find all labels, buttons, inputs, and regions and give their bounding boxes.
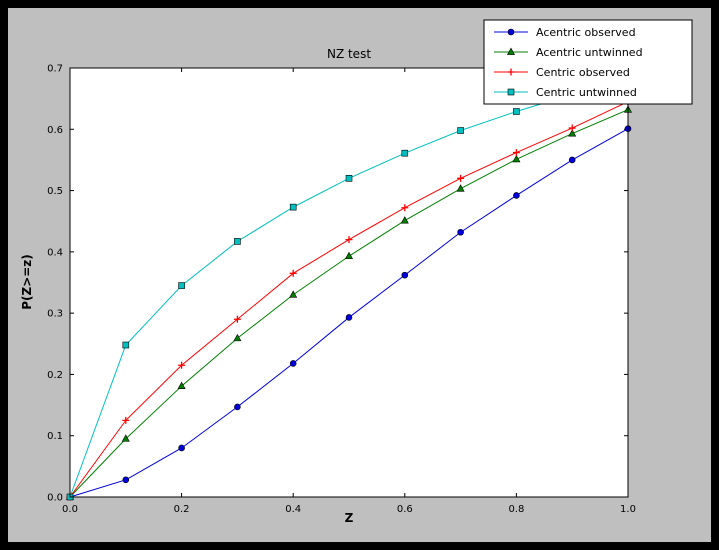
chart-svg: 0.0 0.2 0.4 0.6 0.8 1.0 0.0 0.1 0.2 0.3 0.4 0.5 0.6 0… (47, 19, 693, 515)
marker-triangle (506, 47, 516, 55)
axes-frame (69, 67, 629, 498)
x-tick-label: 1.0 (620, 504, 636, 515)
marker-plus (457, 174, 465, 182)
marker-plus (507, 68, 515, 76)
y-tick-label: 0.7 (47, 64, 63, 75)
figure-window: 0.0 0.2 0.4 0.6 0.8 1.0 0.0 0.1 0.2 0.3 0.4 0.5 0.6 0… (8, 8, 711, 542)
marker-triangle (400, 216, 409, 224)
marker-square (234, 238, 241, 245)
marker-square (457, 127, 464, 134)
marker-square (122, 341, 130, 349)
marker-plus (122, 416, 130, 424)
marker-circle (234, 403, 241, 411)
legend-label: Acentric observed (536, 26, 636, 39)
marker-square (513, 108, 520, 115)
marker-circle (568, 156, 576, 164)
marker-plus (568, 124, 576, 132)
x-tick-label: 0.0 (62, 504, 78, 515)
marker-circle (345, 314, 353, 321)
marker-triangle (344, 251, 354, 260)
y-tick-label: 0.0 (47, 493, 63, 504)
x-tick-label: 0.2 (174, 504, 190, 515)
legend-label: Centric untwinned (536, 86, 637, 99)
marker-square (178, 282, 185, 289)
marker-circle (507, 28, 515, 36)
marker-triangle (512, 154, 521, 163)
legend-box (483, 19, 693, 105)
marker-triangle (568, 129, 577, 137)
y-tick-label: 0.1 (47, 431, 63, 442)
y-tick-label: 0.5 (47, 186, 63, 197)
marker-circle (457, 228, 464, 236)
marker-circle (513, 192, 520, 199)
marker-circle (289, 360, 297, 367)
marker-square (289, 203, 297, 211)
marker-plus (512, 149, 520, 157)
marker-circle (122, 476, 130, 484)
x-tick-label: 0.4 (285, 504, 301, 515)
marker-square (345, 175, 353, 182)
marker-plus (233, 315, 241, 323)
marker-triangle (121, 434, 130, 442)
marker-triangle (177, 381, 186, 389)
marker-triangle (233, 333, 242, 342)
y-tick-label: 0.2 (47, 370, 63, 381)
marker-plus (401, 204, 409, 212)
x-tick-label: 0.8 (508, 504, 524, 515)
marker-circle (401, 271, 409, 279)
marker-triangle (289, 290, 298, 298)
plot-area (70, 68, 628, 497)
marker-plus (289, 269, 297, 277)
marker-plus (345, 236, 353, 244)
chart: 0.0 0.2 0.4 0.6 0.8 1.0 0.0 0.1 0.2 0.3 0.4 0.5 0.6 0… (8, 8, 711, 542)
legend-label: Acentric untwinned (536, 46, 643, 59)
marker-triangle (456, 184, 465, 192)
marker-square (507, 88, 515, 96)
legend-label: Centric observed (536, 66, 630, 79)
marker-circle (178, 444, 185, 452)
y-tick-label: 0.3 (47, 309, 63, 320)
x-tick-label: 0.6 (397, 504, 413, 515)
marker-plus (178, 361, 186, 369)
y-tick-label: 0.6 (47, 125, 63, 136)
y-tick-label: 0.4 (47, 247, 63, 258)
marker-square (401, 149, 409, 157)
